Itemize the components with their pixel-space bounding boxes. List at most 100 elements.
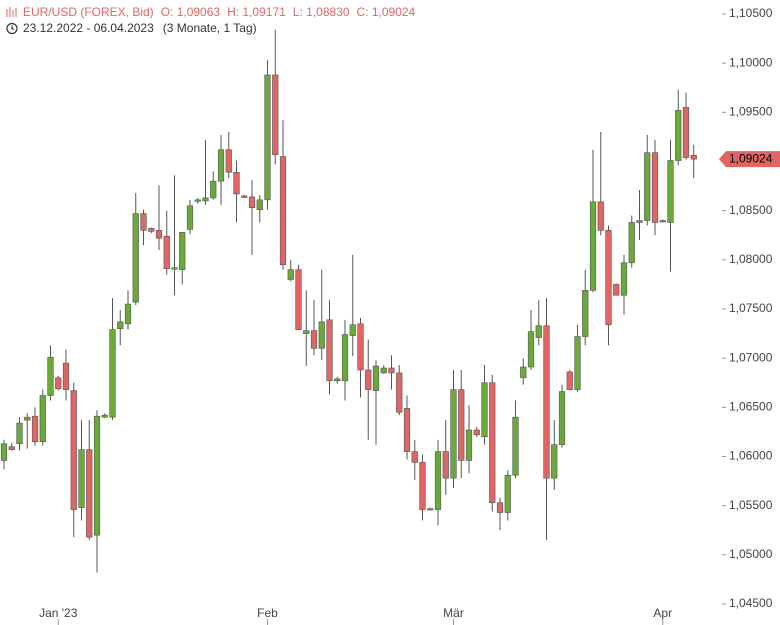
candle-body	[24, 416, 31, 421]
candle-body	[217, 149, 225, 182]
candle-body	[101, 414, 108, 418]
candle-body	[47, 356, 54, 396]
candle-body	[132, 213, 139, 303]
y-tick-label: 1,06000	[729, 449, 773, 463]
candle-body	[140, 213, 147, 231]
candle-body	[512, 416, 519, 476]
candle-body	[434, 451, 442, 510]
candle-body	[326, 319, 333, 382]
candle-body	[496, 502, 504, 513]
candle-body	[558, 391, 566, 446]
candle-body	[109, 329, 116, 418]
candle-body	[225, 149, 232, 173]
period-label: (3 Monate, 1 Tag)	[163, 21, 257, 35]
candle-body	[117, 321, 124, 329]
candle-body	[171, 267, 178, 270]
candle-body	[93, 415, 101, 536]
candle-body	[403, 408, 411, 452]
candle-body	[194, 199, 201, 202]
candle-body	[241, 195, 248, 198]
candle-body	[365, 369, 372, 390]
candle-body	[582, 290, 589, 337]
candle-body	[202, 197, 209, 202]
candle-body	[465, 429, 473, 461]
candle-body	[628, 222, 635, 264]
candle-body	[55, 377, 62, 389]
last-price-marker	[719, 151, 780, 168]
candle-body	[411, 451, 418, 463]
candle-body	[70, 390, 77, 510]
candle-body	[589, 201, 597, 291]
x-tick-label: Mär	[443, 606, 464, 620]
candle-body	[651, 152, 659, 223]
chart-subtitle: 23.12.2022 - 06.04.2023	[23, 21, 154, 35]
candle-body	[597, 201, 604, 231]
candle-body	[86, 449, 93, 538]
candle-body	[419, 462, 426, 510]
last-price-label: 1,09024	[729, 151, 773, 165]
candle-body	[31, 415, 39, 443]
candle-body	[163, 235, 170, 269]
candle-body	[256, 199, 263, 210]
candle-body	[675, 110, 682, 161]
candle-body	[155, 230, 163, 239]
candle-body	[78, 449, 85, 508]
y-tick-label: 1,08000	[729, 252, 773, 266]
candle-body	[210, 180, 217, 199]
candle-body	[396, 372, 403, 413]
candle-body	[427, 508, 434, 511]
x-tick-label: Jan '23	[39, 606, 78, 620]
clock-icon	[6, 22, 18, 35]
candle-body	[341, 334, 349, 382]
candle-body	[667, 160, 674, 223]
candle-body	[442, 451, 449, 479]
candle-body	[39, 395, 46, 443]
candle-body	[535, 325, 542, 338]
ohlc-label: L: 1,08830	[293, 5, 350, 19]
candle-body	[264, 74, 271, 201]
candle-body	[527, 331, 535, 368]
y-tick-label: 1,07500	[729, 301, 773, 315]
candle-body	[458, 389, 465, 461]
y-tick-label: 1,07000	[729, 350, 773, 364]
chart-title: EUR/USD (FOREX, Bid)	[23, 5, 154, 19]
candle-body	[303, 330, 310, 334]
y-tick-label: 1,08500	[729, 203, 773, 217]
candle-body	[551, 444, 558, 479]
candle-body	[473, 429, 480, 436]
candle-body	[613, 284, 620, 296]
y-tick-label: 1,09500	[729, 105, 773, 119]
candle-body	[148, 228, 155, 232]
candle-body	[8, 446, 15, 450]
candle-body	[489, 382, 496, 504]
candle-body	[574, 336, 581, 390]
y-tick-label: 1,06500	[729, 400, 773, 414]
candle-body	[682, 107, 690, 158]
candle-body	[279, 156, 287, 266]
candle-body	[504, 474, 511, 513]
candle-body	[334, 378, 341, 382]
y-tick-label: 1,04500	[729, 596, 773, 610]
candle-body	[186, 205, 194, 230]
candle-body	[566, 371, 573, 390]
candle-body	[481, 382, 488, 438]
candle-body	[179, 232, 186, 270]
candle-body	[659, 220, 666, 223]
candle-body	[0, 443, 8, 461]
candle-body	[620, 262, 628, 296]
candle-body	[520, 366, 527, 379]
y-tick-label: 1,05000	[729, 547, 773, 561]
candle-body	[372, 365, 380, 391]
ohlc-label: H: 1,09171	[227, 5, 286, 19]
ohlc-label: O: 1,09063	[161, 5, 221, 19]
candle-body	[295, 269, 302, 330]
candle-body	[62, 362, 70, 390]
candle-body	[16, 422, 23, 445]
y-tick-label: 1,10500	[729, 6, 773, 20]
candle-body	[233, 172, 240, 195]
candle-body	[349, 324, 356, 336]
ohlc-label: C: 1,09024	[357, 5, 416, 19]
candle-body	[310, 330, 318, 349]
